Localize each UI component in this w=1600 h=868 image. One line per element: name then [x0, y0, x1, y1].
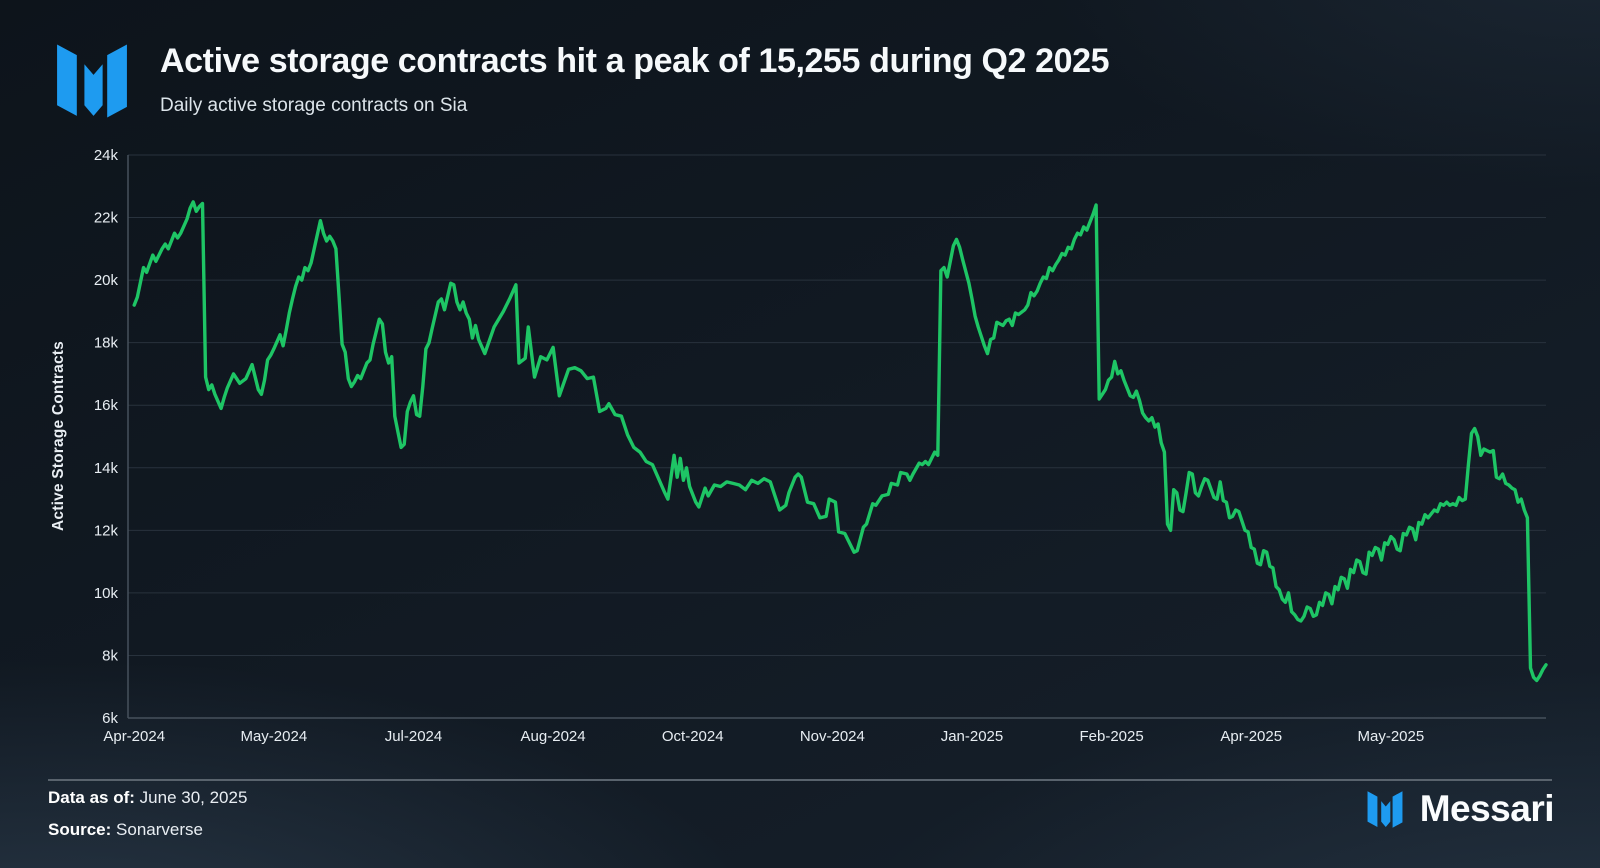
y-tick-label: 24k — [94, 147, 119, 164]
data-as-of-label: Data as of: — [48, 788, 135, 807]
source-value: Sonarverse — [116, 820, 203, 839]
x-tick-label: Feb-2025 — [1079, 728, 1143, 745]
y-tick-label: 16k — [94, 397, 119, 414]
footer-divider — [48, 779, 1552, 781]
y-tick-label: 8k — [102, 647, 118, 664]
brand-lockup: Messari — [1363, 788, 1555, 830]
x-tick-label: Apr-2024 — [103, 728, 165, 745]
y-tick-label: 10k — [94, 585, 119, 602]
y-tick-label: 12k — [94, 522, 119, 539]
y-tick-label: 20k — [94, 272, 119, 289]
y-tick-label: 6k — [102, 710, 118, 727]
messari-logo-icon — [1367, 790, 1403, 828]
source-label: Source: — [48, 820, 112, 839]
page-subtitle: Daily active storage contracts on Sia — [160, 95, 468, 116]
messari-logo-icon — [57, 44, 127, 118]
y-tick-label: 18k — [94, 335, 119, 352]
x-tick-label: Aug-2024 — [521, 728, 586, 745]
x-tick-label: Oct-2024 — [662, 728, 724, 745]
x-tick-label: Jul-2024 — [385, 728, 443, 745]
x-tick-label: Apr-2025 — [1220, 728, 1282, 745]
data-as-of-value: June 30, 2025 — [139, 788, 248, 807]
y-tick-label: 22k — [94, 210, 119, 227]
x-tick-label: May-2025 — [1358, 728, 1425, 745]
data-as-of: Data as of: June 30, 2025 — [48, 788, 247, 808]
brand-name: Messari — [1419, 788, 1555, 829]
source: Source: Sonarverse — [48, 820, 203, 840]
y-tick-label: 14k — [94, 460, 119, 477]
x-tick-label: Jan-2025 — [941, 728, 1004, 745]
x-tick-label: May-2024 — [240, 728, 307, 745]
series-line — [132, 200, 1548, 683]
x-tick-label: Nov-2024 — [800, 728, 865, 745]
page-title: Active storage contracts hit a peak of 1… — [160, 42, 1110, 80]
y-axis-title: Active Storage Contracts — [50, 341, 67, 532]
